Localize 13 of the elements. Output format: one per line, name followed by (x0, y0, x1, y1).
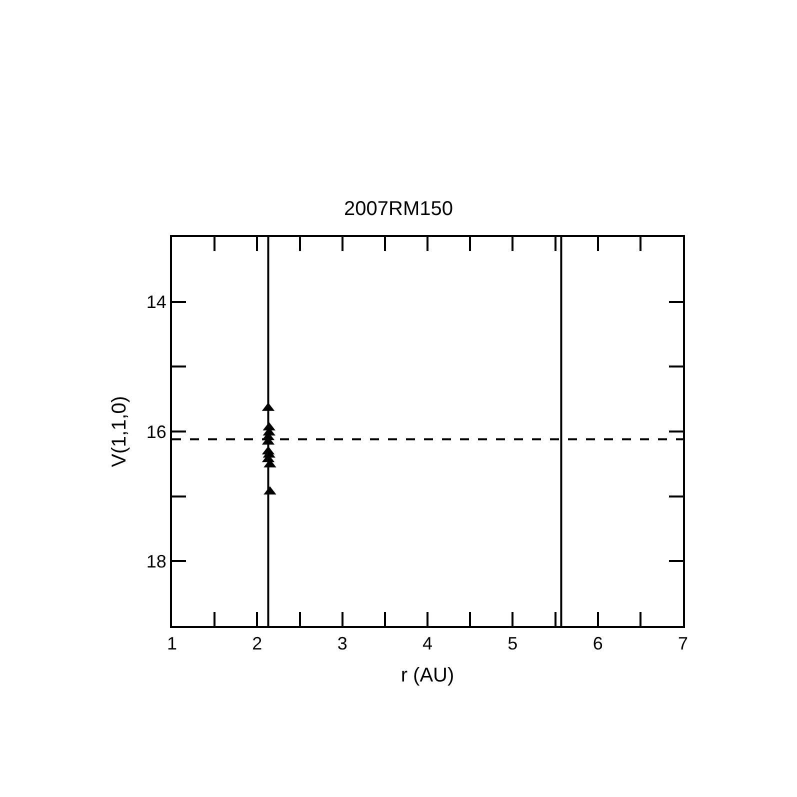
y-tick-label: 14 (146, 292, 166, 312)
x-tick-label: 2 (252, 634, 262, 654)
x-tick-label: 5 (508, 634, 518, 654)
x-tick-label: 6 (592, 634, 603, 654)
x-tick-label: 1 (166, 634, 178, 654)
x-tick-label: 4 (422, 634, 433, 654)
y-tick-label: 18 (146, 551, 166, 572)
y-axis-title: V(1,1,0) (108, 396, 130, 468)
x-axis-title: r (AU) (400, 664, 454, 687)
x-tick-label: 7 (678, 634, 688, 654)
chart-title: 2007RM150 (344, 198, 453, 220)
y-tick-label: 16 (146, 422, 166, 442)
x-tick-label: 3 (337, 634, 348, 654)
